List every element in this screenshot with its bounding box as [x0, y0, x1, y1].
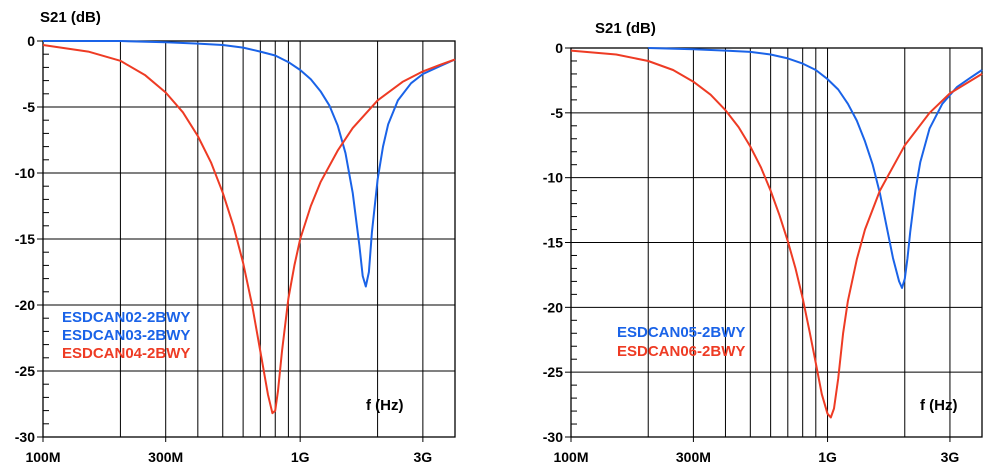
series-line-3: [42, 44, 456, 415]
legend-item-1: ESDCAN05-2BWY: [617, 324, 745, 341]
y-tick-label: -15: [543, 235, 563, 251]
series-line-1: [43, 40, 456, 288]
legend-item-3: ESDCAN04-2BWY: [62, 345, 190, 362]
y-tick-label: -20: [543, 299, 563, 315]
legend-item-2: ESDCAN03-2BWY: [62, 327, 190, 344]
y-tick-label: -30: [15, 429, 35, 445]
y-axis-label: S21 (dB): [595, 20, 656, 37]
y-tick-label: -10: [543, 170, 563, 186]
x-tick-label: 100M: [25, 449, 60, 465]
y-tick-label: -25: [543, 364, 563, 380]
y-tick-label: -30: [543, 429, 563, 445]
y-tick-label: -5: [551, 105, 564, 121]
y-tick-label: 0: [27, 33, 35, 49]
x-axis-label: f (Hz): [366, 397, 404, 414]
x-tick-label: 3G: [414, 449, 433, 465]
series-line-2: [570, 49, 983, 419]
x-tick-label: 100M: [553, 449, 588, 465]
x-tick-label: 3G: [941, 449, 960, 465]
x-tick-label: 300M: [676, 449, 711, 465]
y-tick-label: -10: [15, 165, 35, 181]
x-tick-label: 1G: [291, 449, 310, 465]
legend-item-1: ESDCAN02-2BWY: [62, 309, 190, 326]
x-tick-label: 300M: [148, 449, 183, 465]
y-tick-label: -20: [15, 297, 35, 313]
y-tick-label: 0: [555, 40, 563, 56]
y-tick-label: -25: [15, 363, 35, 379]
plot-area: [37, 40, 456, 442]
y-tick-label: -15: [15, 231, 35, 247]
y-axis-label: S21 (dB): [40, 9, 101, 26]
plot-area: [565, 47, 983, 442]
legend-item-2: ESDCAN06-2BWY: [617, 343, 745, 360]
x-tick-label: 1G: [818, 449, 837, 465]
y-tick-label: -5: [23, 99, 36, 115]
x-axis-label: f (Hz): [920, 397, 958, 414]
